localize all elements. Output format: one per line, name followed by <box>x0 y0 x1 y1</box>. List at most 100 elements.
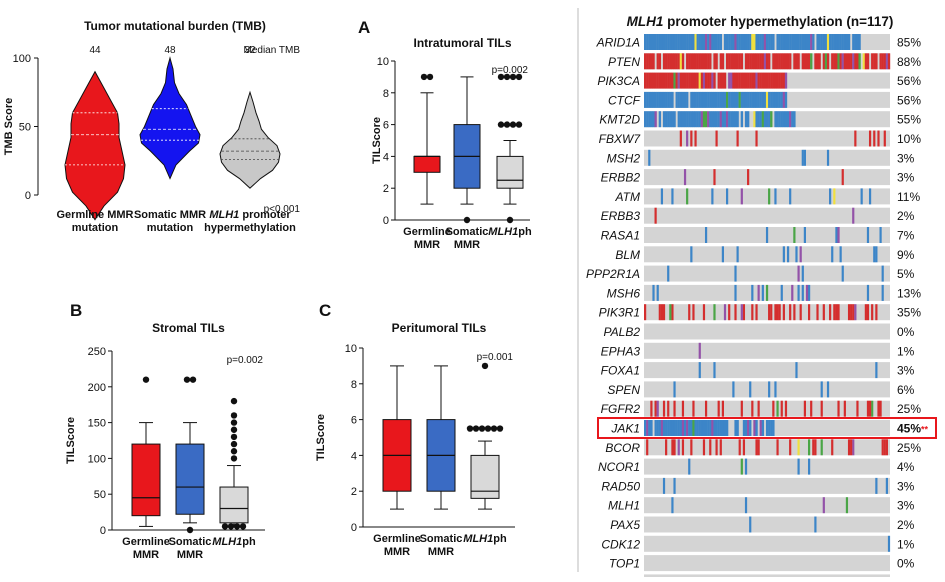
oncoprint-cell <box>759 72 762 89</box>
oncoprint-cell <box>862 53 865 70</box>
oncoprint-cell <box>751 72 754 89</box>
peritumoral-pvalue: p=0.001 <box>477 352 514 363</box>
oncoprint-gene-label: ERBB3 <box>601 209 641 223</box>
oncoprint-cell <box>740 188 743 205</box>
oncoprint-cell <box>782 246 785 263</box>
oncoprint-row-bg <box>644 381 890 398</box>
oncoprint-cell <box>679 420 683 436</box>
oncoprint-cell <box>656 284 659 301</box>
oncoprint-cell <box>841 53 844 70</box>
oncoprint-cell <box>805 53 809 70</box>
stromal-outlier <box>230 419 238 426</box>
oncoprint-cell <box>658 91 662 108</box>
oncoprint-cell <box>730 91 733 108</box>
oncoprint-cell <box>658 53 662 70</box>
oncoprint-cell <box>671 420 674 436</box>
oncoprint-cell <box>660 72 664 89</box>
oncoprint-cell <box>763 72 767 89</box>
oncoprint-cell <box>681 420 685 436</box>
oncoprint-gene-label: PAX5 <box>610 518 640 532</box>
oncoprint-cell <box>728 91 731 108</box>
intratumoral-category-label: MMR <box>414 239 440 251</box>
stromal-box <box>219 486 249 524</box>
oncoprint-cell <box>744 53 748 70</box>
oncoprint-cell <box>854 304 857 321</box>
oncoprint-cell <box>837 227 840 243</box>
oncoprint-cell <box>776 304 779 321</box>
intratumoral-outlier <box>463 216 471 224</box>
oncoprint-cell <box>786 111 790 128</box>
oncoprint-cell <box>789 111 792 128</box>
tmb-median-value: 32 <box>244 45 256 56</box>
oncoprint-cell <box>667 91 670 108</box>
oncoprint-cell <box>826 381 830 398</box>
oncoprint-cell <box>732 111 735 128</box>
oncoprint-gene-label: PALB2 <box>604 325 641 339</box>
oncoprint-cell <box>648 72 651 89</box>
oncoprint-cell <box>683 420 687 436</box>
oncoprint-cell <box>713 72 716 89</box>
oncoprint-gene-label: FGFR2 <box>601 402 641 416</box>
oncoprint-cell <box>883 439 886 456</box>
oncoprint-cell <box>677 53 680 70</box>
stromal-y-tick-label: 250 <box>88 346 106 358</box>
oncoprint-cell <box>652 72 655 89</box>
oncoprint-cell <box>726 188 729 205</box>
oncoprint-cell <box>736 246 739 263</box>
stromal-category-label: MMR <box>177 549 203 561</box>
oncoprint-cell <box>763 91 767 108</box>
oncoprint-cell <box>671 439 674 456</box>
oncoprint-cell <box>843 400 846 417</box>
oncoprint-cell <box>721 72 725 89</box>
tmb-category-label: mutation <box>147 222 194 234</box>
oncoprint-cell <box>757 400 760 417</box>
oncoprint-cell <box>850 304 853 321</box>
oncoprint-cell <box>694 111 697 128</box>
oncoprint-cell <box>883 53 886 70</box>
oncoprint-cell <box>789 188 792 205</box>
oncoprint-cell <box>808 53 811 70</box>
oncoprint-cell <box>852 439 855 456</box>
tmb-y-tick-label: 100 <box>13 53 31 65</box>
stromal-outlier <box>183 376 191 383</box>
oncoprint-cell <box>742 304 746 321</box>
oncoprint-gene-percent: 3% <box>897 151 915 165</box>
tmb-category-label: hypermethylation <box>204 222 296 234</box>
stromal-outlier <box>230 433 238 441</box>
oncoprint-cell <box>839 53 842 70</box>
oncoprint-row-bg <box>644 477 890 494</box>
oncoprint-cell <box>669 420 672 436</box>
oncoprint-cell <box>755 34 758 50</box>
oncoprint-gene-label: SPEN <box>607 383 640 397</box>
tmb-category-label-rest: promoter <box>239 209 291 221</box>
oncoprint-cell <box>784 72 788 89</box>
oncoprint-row-bg <box>644 169 890 186</box>
oncoprint-cell <box>765 34 769 50</box>
oncoprint-cell <box>829 188 832 205</box>
oncoprint-cell <box>808 458 811 475</box>
oncoprint-gene-label: CDK12 <box>601 537 640 551</box>
stromal-y-tick-label: 200 <box>88 382 106 394</box>
oncoprint-cell <box>761 111 765 128</box>
intratumoral-category-label: Germline <box>403 226 451 238</box>
oncoprint-cell <box>734 53 737 70</box>
oncoprint-gene-label: EPHA3 <box>601 344 641 358</box>
oncoprint-cell <box>656 91 659 108</box>
oncoprint-cell <box>652 91 655 108</box>
intratumoral-y-axis-label: TILScore <box>371 117 383 164</box>
oncoprint-gene-percent: 0% <box>897 557 915 571</box>
oncoprint-cell <box>650 400 653 417</box>
oncoprint-cell <box>662 477 666 494</box>
oncoprint-cell <box>675 91 678 108</box>
oncoprint-cell <box>667 53 670 70</box>
stromal-outlier <box>221 523 229 530</box>
oncoprint-cell <box>757 72 760 89</box>
oncoprint-cell <box>780 53 783 70</box>
oncoprint-cell <box>789 439 792 456</box>
oncoprint-cell <box>711 34 714 50</box>
oncoprint-cell <box>698 111 701 128</box>
oncoprint-cell <box>694 53 697 70</box>
oncoprint-cell <box>808 34 811 50</box>
peritumoral-outlier <box>490 425 498 432</box>
oncoprint-cell <box>707 420 710 436</box>
